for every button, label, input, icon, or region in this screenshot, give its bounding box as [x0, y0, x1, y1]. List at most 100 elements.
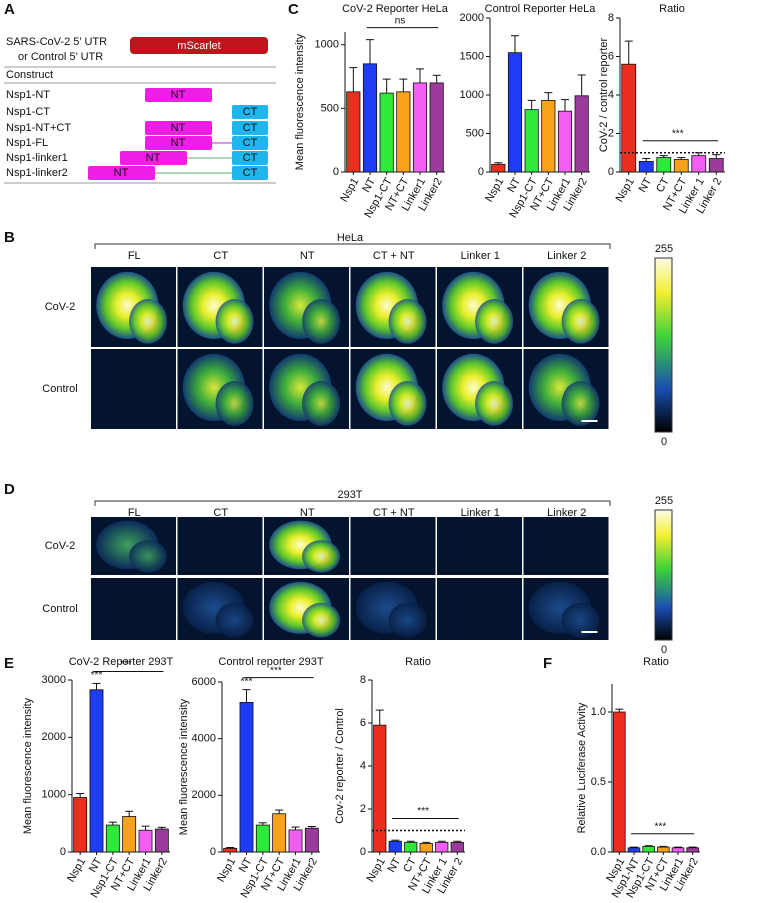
cell-signal	[215, 381, 254, 426]
y-tick-label: 6000	[192, 676, 216, 688]
bar	[346, 91, 361, 173]
y-tick-label: 2000	[192, 789, 216, 801]
y-tick-label: 2	[360, 803, 366, 815]
bar	[419, 843, 433, 853]
column-label: CT	[213, 507, 228, 519]
y-axis-label: Cov-2 reporter / Control	[334, 708, 346, 824]
significance-label: ***	[655, 821, 667, 832]
micrograph	[437, 578, 522, 640]
x-tick-label: Nsp1	[483, 176, 506, 204]
cell-line-label: 293T	[337, 489, 362, 501]
cell-signal	[475, 299, 514, 344]
bar	[708, 158, 724, 173]
bar	[396, 91, 411, 173]
bar	[574, 95, 589, 173]
cell-signal	[561, 381, 600, 426]
bracket	[94, 243, 611, 249]
column-label: CT + NT	[373, 250, 415, 262]
bar	[541, 99, 556, 173]
reporter-box	[130, 37, 268, 54]
colorbar	[654, 509, 673, 641]
cell-signal	[475, 381, 514, 426]
bar	[154, 828, 169, 853]
panel-letter: D	[4, 481, 15, 498]
ct-domain	[232, 136, 268, 150]
column-label: Linker 1	[461, 250, 500, 262]
construct-name: Nsp1-NT+CT	[6, 122, 71, 134]
chart-title: CoV-2 Reporter HeLa	[342, 3, 449, 15]
bar	[686, 847, 699, 853]
row-label: CoV-2	[45, 540, 76, 552]
column-label: Linker 2	[547, 507, 586, 519]
nt-label: NT	[171, 137, 186, 149]
nt-label: NT	[114, 167, 129, 179]
panel-letter: A	[4, 1, 15, 18]
y-axis-label: Mean fluorescence intensity	[294, 33, 306, 170]
column-label: Linker 2	[547, 250, 586, 262]
panel-letter: C	[288, 1, 299, 18]
ct-label: CT	[243, 106, 258, 118]
cell-signal	[302, 540, 341, 573]
row-label: CoV-2	[45, 301, 76, 313]
bar	[362, 63, 378, 173]
bar	[656, 157, 672, 173]
row-label: Control	[42, 603, 77, 615]
cell-signal	[129, 299, 168, 344]
y-axis-label: Mean fluorescence intensity	[178, 698, 190, 835]
ct-label: CT	[243, 137, 258, 149]
utr-label: or Control 5’ UTR	[18, 51, 103, 63]
bar	[73, 797, 88, 853]
y-tick-label: 2	[608, 127, 614, 139]
y-tick-label: 1500	[460, 50, 484, 62]
cell-signal	[129, 540, 168, 573]
bar	[304, 827, 319, 853]
construct-name: Nsp1-linker2	[6, 167, 68, 179]
bar	[89, 689, 104, 853]
bar	[621, 63, 637, 173]
nt-domain	[145, 88, 212, 102]
column-label: NT	[300, 250, 315, 262]
x-tick-label: Nsp1	[338, 176, 361, 204]
x-tick-label: Nsp1	[215, 856, 238, 884]
cell-line-label: HeLa	[337, 232, 364, 244]
bar	[491, 163, 506, 173]
construct-header: Construct	[6, 69, 53, 81]
y-tick-label: 0	[210, 846, 216, 858]
x-tick-label: NT	[386, 856, 404, 875]
significance-label: ***	[120, 659, 132, 670]
nt-domain	[145, 136, 212, 150]
cell-signal	[302, 299, 341, 344]
y-tick-label: 0	[333, 166, 339, 178]
ct-label: CT	[243, 152, 258, 164]
ct-domain	[232, 151, 268, 165]
y-tick-label: 1000	[42, 789, 66, 801]
y-tick-label: 8	[360, 674, 366, 686]
bar	[642, 846, 655, 853]
significance-label: ***	[417, 806, 429, 817]
y-tick-label: 2000	[42, 731, 66, 743]
cell-signal	[215, 602, 254, 638]
nt-label: NT	[171, 89, 186, 101]
micrograph	[91, 578, 176, 640]
chart-title: CoV-2 Reporter 293T	[69, 656, 174, 668]
bar	[412, 82, 428, 173]
cell-signal	[302, 602, 341, 638]
bar	[122, 816, 137, 853]
y-tick-label: 4	[608, 89, 614, 101]
bar	[557, 110, 573, 173]
column-label: NT	[300, 507, 315, 519]
cell-signal	[388, 299, 427, 344]
colorbar-max: 255	[655, 495, 673, 507]
top-annotation: ***	[241, 676, 253, 687]
significance-label: ns	[395, 15, 406, 26]
y-tick-label: 500	[321, 102, 339, 114]
cell-signal	[561, 299, 600, 344]
bar	[627, 847, 641, 853]
colorbar-max: 255	[655, 243, 673, 255]
y-tick-label: 1000	[315, 39, 339, 51]
row-label: Control	[42, 383, 77, 395]
x-tick-label: Nsp1	[614, 176, 637, 204]
micrograph	[523, 517, 609, 575]
colorbar-min: 0	[661, 644, 667, 656]
